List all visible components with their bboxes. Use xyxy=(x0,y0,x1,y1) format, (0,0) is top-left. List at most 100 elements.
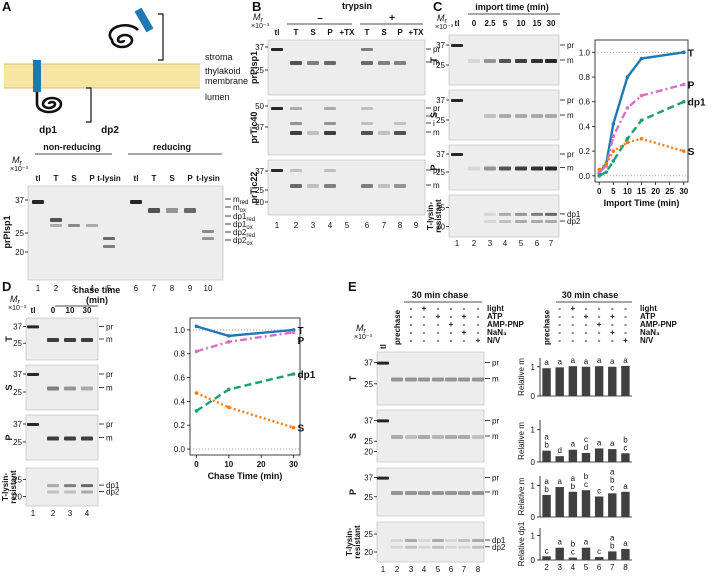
gel-band xyxy=(394,184,406,188)
gel-band xyxy=(394,122,406,125)
gel-band xyxy=(472,435,484,439)
sign: - xyxy=(585,336,588,345)
gel xyxy=(267,99,426,156)
blot-label: resistant xyxy=(353,525,362,559)
gel-band xyxy=(47,338,59,342)
blot-label: T xyxy=(4,336,14,342)
lane-label: 15 xyxy=(533,19,542,28)
sign: - xyxy=(558,336,561,345)
lane-label: T xyxy=(54,174,59,183)
marker-label: 25 xyxy=(255,186,264,195)
lane-label: 2.5 xyxy=(484,19,496,28)
gel-band xyxy=(64,490,76,494)
gel-band xyxy=(290,61,302,65)
gel-band xyxy=(458,545,470,549)
marker-label: 37 xyxy=(364,474,373,483)
data-point xyxy=(611,134,616,139)
y-tick-label: 0 xyxy=(531,556,536,565)
significance-letter: a xyxy=(610,533,615,542)
significance-letter: c xyxy=(584,435,588,444)
gel-band xyxy=(418,545,430,549)
data-point xyxy=(681,50,686,55)
label-main: M xyxy=(356,323,364,333)
series-label: dp1 xyxy=(298,370,316,381)
sign: + xyxy=(422,304,427,313)
data-point xyxy=(611,149,616,153)
data-point xyxy=(227,340,231,344)
sign: - xyxy=(624,304,627,313)
bar xyxy=(542,556,551,560)
lane-number: 3 xyxy=(72,284,77,293)
gel-band xyxy=(391,435,403,439)
sign: - xyxy=(598,312,601,321)
significance-letter: d xyxy=(557,446,561,455)
lane-label: tl xyxy=(275,28,280,37)
gel-band xyxy=(377,419,389,423)
y-tick-label: 1 xyxy=(531,531,536,540)
mr-unit: ×10⁻³ xyxy=(435,24,454,31)
label-sub: red xyxy=(246,233,255,239)
gel-band xyxy=(451,153,463,156)
data-point xyxy=(194,349,199,354)
dp1-transmembrane xyxy=(33,60,41,92)
lane-label: 30 xyxy=(547,19,556,28)
gel-band xyxy=(377,361,389,365)
sign: - xyxy=(572,312,575,321)
significance-letter: a xyxy=(557,538,562,547)
lane-number: 1 xyxy=(275,221,280,230)
x-tick-label: 30 xyxy=(289,460,298,469)
gel-band xyxy=(378,131,390,135)
data-point xyxy=(604,161,609,166)
gel-band xyxy=(545,114,557,118)
lane-number: 6 xyxy=(535,239,540,248)
condition-label: AMP-PNP xyxy=(640,320,678,329)
lane-label: t-lysin xyxy=(97,174,121,183)
band-label: pr xyxy=(492,474,499,483)
blot-label: S xyxy=(4,384,14,390)
gel-band xyxy=(378,61,390,65)
data-point xyxy=(611,122,616,126)
condition-label: ATP xyxy=(640,312,656,321)
gel-band xyxy=(499,220,511,224)
lane-label: tl xyxy=(379,344,388,349)
gel-band xyxy=(290,131,302,135)
band-label: dp2red xyxy=(233,228,255,239)
sign: - xyxy=(410,328,413,337)
gel-band xyxy=(484,220,496,224)
marker-label: 25 xyxy=(13,438,22,447)
lane-label: P xyxy=(327,28,333,37)
data-point xyxy=(194,409,199,413)
lane-number: 7 xyxy=(549,239,554,248)
bar xyxy=(568,449,578,462)
band-label: dp2 xyxy=(492,543,506,552)
gel-band xyxy=(27,325,39,329)
gel-band xyxy=(458,539,470,542)
marker-label: 37 xyxy=(436,96,445,105)
blot-label: S xyxy=(348,433,358,439)
blot-label: P xyxy=(429,164,439,170)
lane-label: 0 xyxy=(472,19,477,28)
condition-label: reducing xyxy=(153,142,191,152)
sign: – xyxy=(317,13,323,24)
gel-band xyxy=(64,484,76,488)
label-sub: red xyxy=(240,200,249,206)
condition-label: NaN₃ xyxy=(487,328,507,337)
marker-label: 37 xyxy=(13,322,22,331)
sign: - xyxy=(598,304,601,313)
plot-frame xyxy=(594,39,689,183)
panel-label: C xyxy=(433,0,443,14)
y-axis-title: Relative m xyxy=(517,477,526,515)
significance-letter: a xyxy=(571,356,576,365)
condition-label: light xyxy=(640,304,657,313)
gel xyxy=(376,351,485,406)
data-point xyxy=(291,372,296,376)
label: import time (min) xyxy=(475,2,549,12)
gel-band xyxy=(271,169,283,172)
band-label: pr xyxy=(492,416,499,425)
gel-band xyxy=(324,107,336,110)
sign: - xyxy=(450,312,453,321)
lane-number: 2 xyxy=(54,284,59,293)
blot-label: T-lysin- xyxy=(1,473,10,501)
lane-number: 9 xyxy=(188,284,193,293)
gel-band xyxy=(545,59,557,63)
